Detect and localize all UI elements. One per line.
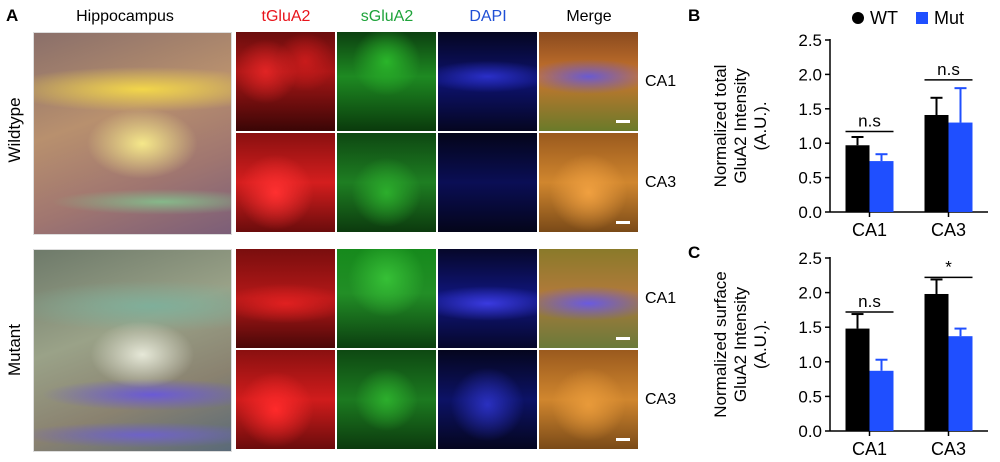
hippocampus-image-wildtype xyxy=(33,32,232,235)
y-axis-label-line: (A.U.). xyxy=(751,101,770,150)
header-dapi: DAPI xyxy=(469,8,507,25)
header-merge: Merge xyxy=(566,8,612,25)
scale-bar xyxy=(616,120,630,123)
tile-wildtype-ca3-dapi xyxy=(438,133,537,232)
y-tick-label: 1.5 xyxy=(798,318,822,337)
legend-label: WT xyxy=(870,8,898,28)
significance-label: * xyxy=(945,257,952,276)
panel-label-c: C xyxy=(688,243,701,262)
y-axis-label-line: Normalized surface xyxy=(711,271,730,417)
group-label-wildtype: Wildtype xyxy=(5,97,24,163)
y-axis-label-line: GluA2 Intensity xyxy=(731,68,750,184)
group-label-mutant: Mutant xyxy=(5,324,24,376)
significance-label: n.s xyxy=(858,112,881,131)
y-tick-label: 1.5 xyxy=(798,100,822,119)
region-label-ca3: CA3 xyxy=(645,391,677,408)
y-tick-label: 1.0 xyxy=(798,353,822,372)
header-hippocampus: Hippocampus xyxy=(76,8,174,25)
y-axis-label: Normalized total GluA2 Intensity (A.U.). xyxy=(711,65,770,188)
tile-mutant-ca1-sglua2 xyxy=(337,249,436,348)
y-tick-label: 2.5 xyxy=(798,249,822,268)
significance-label: n.s xyxy=(858,292,881,311)
y-axis-label: Normalized surface GluA2 Intensity (A.U.). xyxy=(711,271,770,417)
tile-mutant-ca3-tglua2 xyxy=(236,350,335,449)
legend-marker-wt xyxy=(852,12,864,24)
tile-mutant-ca1-tglua2 xyxy=(236,249,335,348)
y-tick-label: 2.0 xyxy=(798,284,822,303)
bar-wt-ca3 xyxy=(924,114,949,212)
scale-bar xyxy=(616,337,630,340)
header-sglua2: sGluA2 xyxy=(360,8,414,25)
y-tick-label: 0.0 xyxy=(798,203,822,222)
tile-wildtype-ca3-sglua2 xyxy=(337,133,436,232)
bar-wt-ca1 xyxy=(845,328,870,431)
region-label-ca3: CA3 xyxy=(645,174,677,191)
bar-mut-ca1 xyxy=(869,161,894,212)
region-label-ca1: CA1 xyxy=(645,73,677,90)
y-axis-label-line: Normalized total xyxy=(711,65,730,188)
bar-wt-ca3 xyxy=(924,293,949,431)
header-tglua2: tGluA2 xyxy=(261,8,311,25)
y-tick-label: 2.0 xyxy=(798,65,822,84)
tile-wildtype-ca1-merge xyxy=(539,32,638,131)
tile-wildtype-ca3-tglua2 xyxy=(236,133,335,232)
tile-mutant-ca3-dapi xyxy=(438,350,537,449)
y-axis-label-line: GluA2 Intensity xyxy=(731,286,750,402)
chart-panel-b: Normalized total GluA2 Intensity (A.U.). 0.… xyxy=(711,8,988,240)
panel-label-b: B xyxy=(688,6,701,25)
y-tick-label: 1.0 xyxy=(798,134,822,153)
tile-mutant-ca3-merge xyxy=(539,350,638,449)
y-tick-label: 0.0 xyxy=(798,422,822,441)
legend-marker-mut xyxy=(916,12,928,24)
bar-wt-ca1 xyxy=(845,145,870,212)
x-tick-label: CA1 xyxy=(852,220,887,240)
x-tick-label: CA3 xyxy=(931,439,966,459)
hippocampus-image-mutant xyxy=(33,249,232,452)
bar-mut-ca3 xyxy=(948,336,973,431)
y-tick-label: 0.5 xyxy=(798,387,822,406)
significance-label: n.s xyxy=(937,60,960,79)
y-axis-label-line: (A.U.). xyxy=(751,320,770,369)
scale-bar xyxy=(616,438,630,441)
x-tick-label: CA3 xyxy=(931,220,966,240)
tile-wildtype-ca3-merge xyxy=(539,133,638,232)
x-tick-label: CA1 xyxy=(852,439,887,459)
chart-panel-c: Normalized surface GluA2 Intensity (A.U.).… xyxy=(711,249,988,459)
legend-label: Mut xyxy=(934,8,964,28)
tile-wildtype-ca1-dapi xyxy=(438,32,537,131)
tile-mutant-ca1-merge xyxy=(539,249,638,348)
y-tick-label: 2.5 xyxy=(798,31,822,50)
region-label-ca1: CA1 xyxy=(645,290,677,307)
tile-mutant-ca1-dapi xyxy=(438,249,537,348)
bar-mut-ca3 xyxy=(948,122,973,212)
tile-wildtype-ca1-tglua2 xyxy=(236,32,335,131)
y-tick-label: 0.5 xyxy=(798,169,822,188)
bar-mut-ca1 xyxy=(869,370,894,431)
panel-label-a: A xyxy=(6,6,19,25)
tile-mutant-ca3-sglua2 xyxy=(337,350,436,449)
tile-wildtype-ca1-sglua2 xyxy=(337,32,436,131)
scale-bar xyxy=(616,221,630,224)
